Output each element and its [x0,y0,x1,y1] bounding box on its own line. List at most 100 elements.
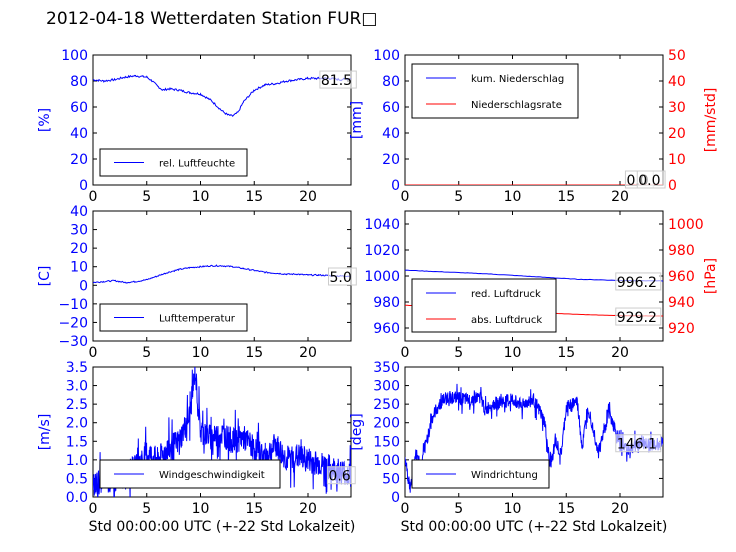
y-tick-label: 40 [70,126,88,142]
y-tick-label: 3.5 [66,360,88,376]
y-tick-label: 200 [373,416,400,432]
y-tick-label: 80 [70,74,88,90]
x-tick-label: 10 [504,189,522,205]
y-axis-label: [%] [37,108,53,132]
x-tick-label: 20 [299,345,317,361]
y2-tick-label: 940 [668,295,695,311]
y-tick-label: 1.0 [66,453,88,469]
x-tick-label: 15 [557,189,575,205]
y-tick-label: 100 [373,453,400,469]
y2-tick-label: 10 [668,152,686,168]
value-annotation: 996.2 [617,275,657,291]
y-tick-label: 20 [70,152,88,168]
legend-label: Windrichtung [471,470,538,481]
y-axis-label: [deg] [349,413,365,450]
y-tick-label: 350 [373,360,400,376]
y-tick-label: 150 [373,434,400,450]
series-line-humidity-0 [93,74,351,117]
panel-wind-speed: 0 5 10 15 20 0.0 0.5 1.0 1.5 2.0 2.5 3.0 3.5 [m/s] Std… [37,360,356,535]
x-axis-label: Std 00:00:00 UTC (+-22 Std Lokalzeit) [89,519,356,535]
x-tick-label: 15 [557,345,575,361]
x-tick-label: 10 [192,345,210,361]
legend-label: abs. Luftdruck [471,315,542,326]
y-tick-label: 40 [382,126,400,142]
y-axis-label: [mm] [349,101,365,139]
x-tick-label: 15 [245,345,263,361]
x-tick-label: 5 [142,345,151,361]
y-tick-label: 40 [70,204,88,220]
y2-tick-label: 50 [668,48,686,64]
y-tick-label: −10 [58,297,88,313]
y-axis-label: [C] [37,266,53,287]
x-tick-label: 10 [192,501,210,517]
y-tick-label: 1.5 [66,434,88,450]
value-annotation: 81.5 [321,73,352,89]
value-box [615,272,662,291]
y-tick-label: 960 [373,321,400,337]
y2-tick-label: 980 [668,243,695,259]
x-tick-label: 5 [142,189,151,205]
x-tick-label: 20 [611,189,629,205]
legend-box [411,278,557,333]
y-tick-label: 20 [382,152,400,168]
x-tick-label: 20 [611,501,629,517]
y-tick-label: 2.5 [66,397,88,413]
y-tick-label: 0 [391,490,400,506]
y-tick-label: 1040 [364,217,400,233]
figure-title: 2012-04-18 Wetterdaten Station FUR□ [46,9,378,29]
x-tick-label: 15 [557,501,575,517]
x-tick-label: 20 [299,189,317,205]
panel-pressure: 0 5 10 15 20 960 980 1000 1020 1040 920 940 960 980 10… [364,210,719,361]
x-tick-label: 0 [401,345,410,361]
legend-label: kum. Niederschlag [471,74,564,85]
x-tick-label: 0 [89,501,98,517]
y-tick-label: 250 [373,397,400,413]
y-tick-label: 0 [79,278,88,294]
y2-tick-label: 960 [668,269,695,285]
x-tick-label: 10 [192,189,210,205]
y2-tick-label: 920 [668,321,695,337]
y-tick-label: 30 [70,223,88,239]
x-tick-label: 0 [401,189,410,205]
legend-label: Niederschlagsrate [471,100,562,111]
legend-label: Lufttemperatur [159,314,236,325]
panel-temperature: 0 5 10 15 20 −30 −20 −10 0 10 20 30 40 [C] 5.0 Lufttemp… [37,204,357,361]
y-tick-label: −30 [58,334,88,350]
y2-axis-label: [hPa] [703,258,719,294]
y-tick-label: 60 [382,100,400,116]
value-box [615,434,662,453]
y-tick-label: 80 [382,74,400,90]
x-tick-label: 0 [401,501,410,517]
x-tick-label: 20 [299,501,317,517]
y-tick-label: 10 [70,260,88,276]
y-axis-label: [m/s] [37,414,53,451]
legend-label: Windgeschwindigkeit [159,470,265,481]
x-axis-label: Std 00:00:00 UTC (+-22 Std Lokalzeit) [401,519,668,535]
x-tick-label: 10 [504,501,522,517]
y-tick-label: 300 [373,379,400,395]
value-box [615,307,662,326]
y-tick-label: 0 [391,178,400,194]
y2-tick-label: 0 [668,178,677,194]
y-tick-label: −20 [58,315,88,331]
x-tick-label: 5 [454,501,463,517]
value-annotation: 0.6 [328,469,350,485]
y2-tick-label: 20 [668,126,686,142]
x-tick-label: 5 [142,501,151,517]
legend-label: rel. Luftfeuchte [159,159,235,170]
y-tick-label: 0.5 [66,471,88,487]
y-tick-label: 980 [373,295,400,311]
value-box [326,466,356,485]
legend-box [411,63,579,119]
value-annotation: 929.2 [617,310,657,326]
y-tick-label: 0.0 [66,490,88,506]
y-tick-label: 20 [70,241,88,257]
y-tick-label: 50 [382,471,400,487]
value-annotation: 146.1 [617,437,657,453]
y2-tick-label: 30 [668,100,686,116]
y-tick-label: 100 [373,48,400,64]
value-box [636,170,666,189]
y-tick-label: 2.0 [66,416,88,432]
